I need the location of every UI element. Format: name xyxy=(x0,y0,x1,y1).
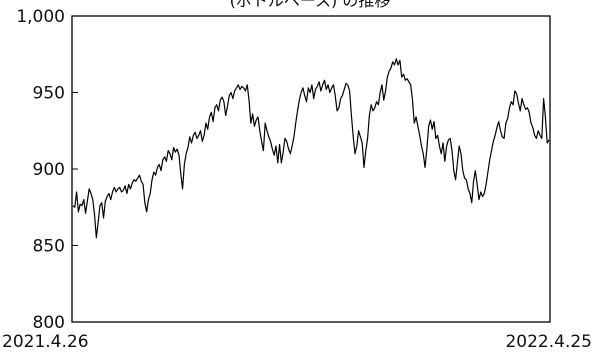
plot-frame xyxy=(71,15,551,323)
series-line xyxy=(72,58,550,239)
y-tick-label: 850 xyxy=(33,237,65,257)
x-tick-label-start: 2021.4.26 xyxy=(2,332,89,352)
y-axis: 800 850 900 950 1,000 xyxy=(16,7,78,333)
chart-title: (ボトルベース) の推移 xyxy=(230,0,391,10)
y-tick-label: 900 xyxy=(33,160,65,180)
y-tick-label: 800 xyxy=(33,313,65,333)
y-tick-label: 1,000 xyxy=(16,7,65,27)
y-tick-label: 950 xyxy=(33,84,65,104)
x-tick-label-end: 2022.4.25 xyxy=(505,332,592,352)
x-axis: 2021.4.26 2022.4.25 xyxy=(2,332,592,352)
